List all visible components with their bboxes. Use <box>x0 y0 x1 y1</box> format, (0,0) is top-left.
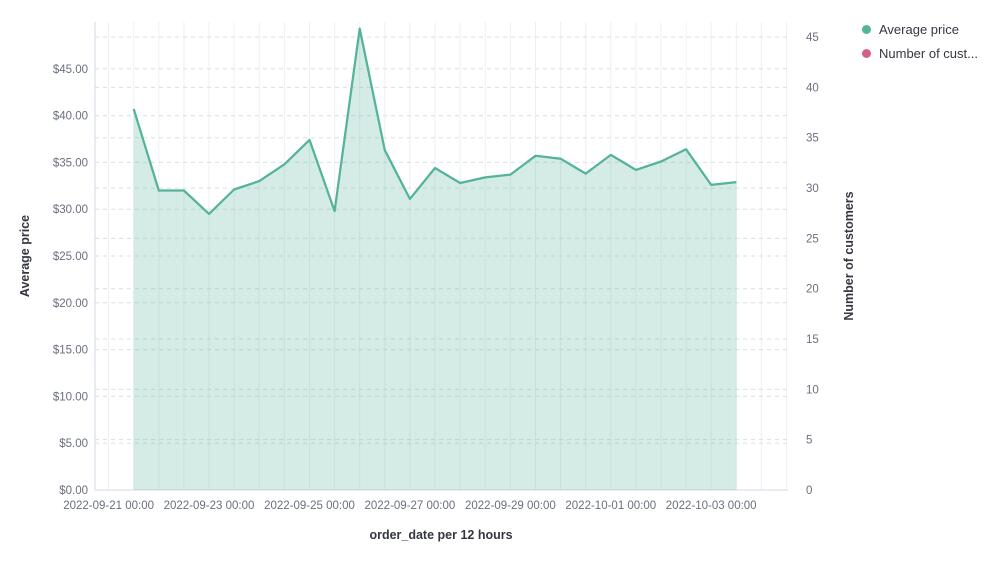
svg-text:25: 25 <box>806 233 819 245</box>
svg-text:2022-09-23 00:00: 2022-09-23 00:00 <box>164 500 255 512</box>
svg-text:$40.00: $40.00 <box>53 111 88 123</box>
svg-text:$15.00: $15.00 <box>53 345 88 357</box>
series-color-dot-icon <box>862 49 871 58</box>
svg-text:35: 35 <box>806 133 819 145</box>
svg-text:$5.00: $5.00 <box>59 438 88 450</box>
svg-text:0: 0 <box>806 485 812 497</box>
svg-text:2022-09-29 00:00: 2022-09-29 00:00 <box>465 500 556 512</box>
right-axis-title: Number of customers <box>842 191 856 321</box>
x-axis-title: order_date per 12 hours <box>369 528 513 542</box>
svg-text:$20.00: $20.00 <box>53 298 88 310</box>
legend-item-average-price[interactable]: Average price <box>862 22 978 37</box>
svg-text:10: 10 <box>806 384 819 396</box>
svg-text:40: 40 <box>806 82 819 94</box>
svg-text:$0.00: $0.00 <box>59 485 88 497</box>
svg-text:20: 20 <box>806 284 819 296</box>
legend: Average price Number of cust... <box>862 22 978 61</box>
svg-text:$30.00: $30.00 <box>53 204 88 216</box>
svg-text:$25.00: $25.00 <box>53 251 88 263</box>
legend-label: Average price <box>879 22 959 37</box>
svg-text:15: 15 <box>806 334 819 346</box>
legend-item-number-of-customers[interactable]: Number of cust... <box>862 46 978 61</box>
svg-text:2022-09-27 00:00: 2022-09-27 00:00 <box>364 500 455 512</box>
svg-text:30: 30 <box>806 183 819 195</box>
legend-label: Number of cust... <box>879 46 978 61</box>
svg-text:2022-09-25 00:00: 2022-09-25 00:00 <box>264 500 355 512</box>
svg-text:$35.00: $35.00 <box>53 157 88 169</box>
svg-text:5: 5 <box>806 435 812 447</box>
svg-text:$10.00: $10.00 <box>53 391 88 403</box>
left-axis-title: Average price <box>18 214 32 298</box>
svg-text:2022-10-01 00:00: 2022-10-01 00:00 <box>565 500 656 512</box>
series-color-dot-icon <box>862 25 871 34</box>
svg-text:2022-09-21 00:00: 2022-09-21 00:00 <box>63 500 154 512</box>
svg-text:2022-10-03 00:00: 2022-10-03 00:00 <box>666 500 757 512</box>
svg-text:$45.00: $45.00 <box>53 64 88 76</box>
svg-text:45: 45 <box>806 32 819 44</box>
